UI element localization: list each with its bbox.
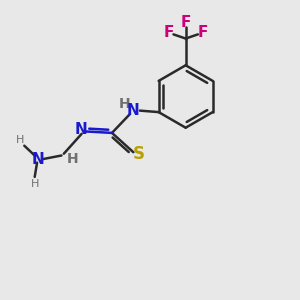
Text: H: H xyxy=(31,179,39,189)
Text: H: H xyxy=(66,152,78,166)
Text: N: N xyxy=(74,122,87,136)
Text: S: S xyxy=(133,145,145,163)
Text: F: F xyxy=(163,25,174,40)
Text: H: H xyxy=(119,97,131,111)
Text: F: F xyxy=(181,15,191,30)
Text: F: F xyxy=(198,25,208,40)
Text: N: N xyxy=(127,103,140,118)
Text: N: N xyxy=(31,152,44,166)
Text: H: H xyxy=(16,135,24,145)
